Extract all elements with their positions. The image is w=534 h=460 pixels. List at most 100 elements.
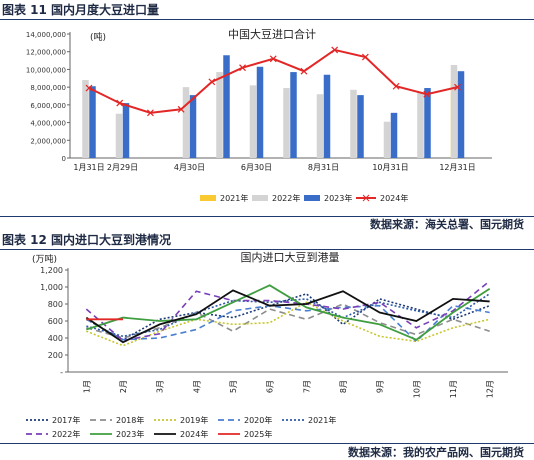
x-tick-label: 4月: [192, 380, 201, 393]
bar-2022年: [316, 94, 324, 158]
legend-label: 2021年: [308, 415, 336, 425]
x-tick-label: 9月: [376, 380, 385, 393]
series-line-2022年: [85, 280, 491, 342]
y-tick-label: 200: [48, 351, 63, 360]
x-tick-label: 3月: [156, 380, 165, 393]
bar-2023年: [290, 72, 297, 158]
x-tick-label: 5月: [229, 380, 238, 393]
y-tick-label: 14,000,000: [26, 31, 66, 39]
import-volume-chart: 0 2,000,000 4,000,000 6,000,000 8,000,000 10,…: [26, 27, 492, 203]
line-2024-marker: [423, 90, 431, 98]
y-tick-label: 6,000,000: [30, 102, 66, 110]
y-tick-label: -: [60, 368, 63, 377]
y-tick-label: 4,000,000: [30, 120, 66, 128]
line-2024-marker: [146, 109, 154, 117]
x-tick-label: 10月31日: [372, 163, 408, 172]
bar-2022年: [350, 89, 357, 158]
figure1-footer-rule: [0, 216, 534, 217]
bar-2023年: [390, 112, 398, 158]
bar-2022年: [115, 113, 123, 158]
arrival-chart: - 200 400 600 800 1,000 1,200(万吨) 国内进口大豆到港量 1月 2月…: [26, 250, 508, 439]
line-2024-marker: [177, 105, 185, 113]
y-tick-label: 400: [48, 334, 63, 343]
bar-2022年: [82, 80, 89, 158]
y-tick-label: 2,000,000: [30, 137, 66, 145]
bar-2023年: [89, 86, 96, 158]
x-tick-label: 1月: [82, 380, 91, 393]
bar-2022年: [216, 72, 223, 158]
y-tick-label: 600: [48, 317, 63, 326]
x-tick-label: 6月30日: [241, 163, 272, 172]
legend-label: 2018年: [116, 415, 144, 425]
chart-title: 中国大豆进口合计: [228, 27, 316, 41]
bar-2022年: [417, 92, 424, 158]
legend-label: 2019年: [180, 415, 208, 425]
x-tick-label: 2月: [119, 380, 128, 393]
bar-2023年: [189, 95, 197, 158]
x-tick-label: 8月: [339, 380, 348, 393]
legend-label: 2020年: [244, 415, 272, 425]
series-line-2019年: [86, 301, 490, 347]
figure1-source: 数据来源：海关总署、国元期货: [370, 218, 524, 231]
y-unit-label: (吨): [90, 31, 106, 43]
figure2-caption: 图表 12 国内进口大豆到港情况: [0, 232, 534, 250]
line-2024-marker: [208, 78, 216, 86]
figure1-caption: 图表 11 国内月度大豆进口量: [0, 2, 534, 20]
line-2024-marker: [392, 82, 400, 90]
y-tick-label: 10,000,000: [26, 66, 66, 74]
y-tick-label: 0: [62, 155, 66, 163]
legend-label: 2025年: [244, 429, 272, 439]
bar-2023年: [424, 88, 431, 158]
series-line-2024年: [85, 289, 490, 344]
legend-label: 2022年: [272, 193, 300, 203]
x-tick-label: 10月: [412, 380, 421, 398]
y-tick-label: 8,000,000: [30, 84, 66, 92]
y-tick-label: 800: [48, 300, 63, 309]
bar-2023年: [457, 71, 465, 158]
x-tick-label: 8月31日: [308, 163, 339, 172]
line-2024-marker: [361, 53, 369, 61]
bar-2022年: [249, 85, 257, 158]
x-tick-label: 1月31日: [73, 163, 104, 172]
legend-marker: [362, 194, 370, 202]
legend-swatch: [252, 195, 268, 201]
figure2-footer-rule: [0, 443, 534, 444]
legend-label: 2021年: [220, 193, 248, 203]
bar-2022年: [383, 121, 391, 158]
series-line-2018年: [86, 303, 490, 339]
x-tick-label: 12月31日: [439, 163, 475, 172]
y-tick-label: 1,000: [40, 283, 63, 292]
legend-label: 2024年: [380, 193, 408, 203]
bar-2023年: [357, 95, 364, 158]
x-tick-label: 11月: [449, 380, 458, 398]
x-tick-label: 2月29日: [107, 163, 138, 172]
figure2-source: 数据来源：我的农产品网、国元期货: [348, 446, 524, 459]
series-line-2023年: [86, 284, 491, 341]
y-tick-label: 1,200: [40, 266, 63, 275]
y-unit-label: (万吨): [32, 253, 57, 265]
legend-label: 2017年: [52, 415, 80, 425]
y-tick-label: 12,000,000: [26, 49, 66, 57]
line-2024-marker: [85, 84, 93, 92]
bar-2022年: [450, 65, 458, 158]
legend-label: 2024年: [180, 429, 208, 439]
x-tick-label: 4月30日: [174, 163, 205, 172]
x-tick-label: 6月: [266, 380, 275, 393]
bar-2023年: [223, 55, 230, 158]
bar-2023年: [323, 74, 331, 158]
x-tick-label: 12月: [486, 380, 495, 398]
x-tick-label: 7月: [302, 380, 311, 393]
chart-title: 国内进口大豆到港量: [241, 250, 340, 264]
legend-swatch: [200, 195, 216, 201]
line-2024-marker: [454, 83, 461, 91]
bar-2022年: [182, 87, 190, 158]
legend-label: 2022年: [52, 429, 80, 439]
series-line-2021年: [86, 293, 491, 338]
line-2024-marker: [300, 67, 308, 75]
bar-2022年: [283, 88, 290, 158]
line-2024-marker: [331, 46, 339, 54]
line-2024-marker: [116, 99, 124, 107]
line-2024-marker: [269, 55, 277, 63]
bar-2023年: [122, 103, 130, 158]
series-line-2017年: [85, 292, 490, 341]
